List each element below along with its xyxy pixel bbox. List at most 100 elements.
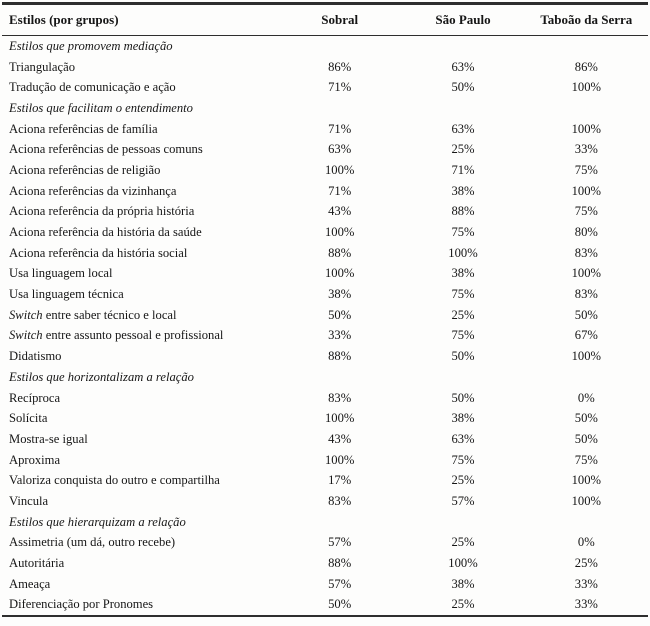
row-value: 80% <box>574 225 598 240</box>
row-value: 33% <box>574 576 598 591</box>
row-value: 38% <box>451 266 475 281</box>
row-value: 100% <box>324 225 355 240</box>
row-value: 86% <box>328 59 352 74</box>
table-row: Aciona referências de pessoas comuns 63% 2… <box>2 139 648 160</box>
row-label: Aciona referência da história social <box>9 245 188 260</box>
row-label: Didatismo <box>9 349 62 364</box>
row-value: 50% <box>451 349 475 364</box>
table-row: Usa linguagem técnica 38% 75% 83% <box>2 284 648 305</box>
row-value: 43% <box>328 204 352 219</box>
header-col-taboao-da-serra: Taboão da Serra <box>540 12 633 27</box>
row-value: 100% <box>324 162 355 177</box>
row-label: Usa linguagem técnica <box>9 287 124 302</box>
group-header-row: Estilos que facilitam o entendimento <box>2 98 648 119</box>
row-value: 83% <box>574 245 598 260</box>
table-row: Aciona referência da própria história 43%… <box>2 202 648 223</box>
row-label: Switch entre saber técnico e local <box>9 307 177 322</box>
row-value: 88% <box>451 204 475 219</box>
row-label: Aciona referências de religião <box>9 162 161 177</box>
table-row: Aciona referências de religião 100% 71% 75% <box>2 160 648 181</box>
row-value: 88% <box>328 245 352 260</box>
row-label: Autoritária <box>9 556 65 571</box>
row-value: 63% <box>451 121 475 136</box>
table-row: Triangulação 86% 63% 86% <box>2 57 648 78</box>
row-label: Solícita <box>9 411 48 426</box>
row-value: 88% <box>328 556 352 571</box>
row-label: Aciona referências de pessoas comuns <box>9 142 203 157</box>
row-value: 100% <box>448 245 478 260</box>
row-value: 75% <box>574 162 598 177</box>
table-row: Aciona referências de família 71% 63% 100% <box>2 119 648 140</box>
row-label: Vincula <box>9 493 49 508</box>
row-value: 25% <box>451 535 475 550</box>
row-value: 100% <box>571 493 602 508</box>
row-value: 83% <box>574 287 598 302</box>
row-value: 57% <box>451 493 475 508</box>
row-label: Aproxima <box>9 452 61 467</box>
row-value: 38% <box>451 576 475 591</box>
row-value: 17% <box>328 473 352 488</box>
row-value: 100% <box>571 80 602 95</box>
group-header-row: Estilos que promovem mediação <box>2 36 648 57</box>
row-value: 43% <box>328 431 352 446</box>
row-value: 50% <box>574 431 598 446</box>
group-header-row: Estilos que horizontalizam a relação <box>2 367 648 388</box>
row-label: Valoriza conquista do outro e compartilh… <box>9 473 220 488</box>
table-row: Aciona referência da história da saúde 10… <box>2 222 648 243</box>
table-row: Aciona referências da vizinhança 71% 38% 10… <box>2 181 648 202</box>
row-value: 0% <box>577 535 595 550</box>
table-row: Aproxima 100% 75% 75% <box>2 450 648 471</box>
table-row: Autoritária 88% 100% 25% <box>2 553 648 574</box>
row-value: 83% <box>328 493 352 508</box>
table-row: Diferenciação por Pronomes 50% 25% 33% <box>2 595 648 616</box>
row-label: Estilos que facilitam o entendimento <box>9 100 193 115</box>
row-label: Estilos que hierarquizam a relação <box>9 514 186 529</box>
row-value: 50% <box>328 307 352 322</box>
row-value: 67% <box>574 328 598 343</box>
row-value: 71% <box>328 183 352 198</box>
table-row: Usa linguagem local 100% 38% 100% <box>2 264 648 285</box>
row-value: 71% <box>451 162 475 177</box>
table-row: Assimetria (um dá, outro recebe) 57% 25% 0% <box>2 533 648 554</box>
row-value: 75% <box>451 328 475 343</box>
row-value: 57% <box>328 535 352 550</box>
row-label: Aciona referência da história da saúde <box>9 225 202 240</box>
styles-by-groups-table: Estilos (por grupos) Sobral São Paulo Ta… <box>2 2 648 618</box>
row-value: 88% <box>328 349 352 364</box>
table-row: Valoriza conquista do outro e compartilh… <box>2 470 648 491</box>
row-value: 100% <box>571 473 602 488</box>
row-value: 63% <box>451 431 475 446</box>
row-value: 38% <box>451 411 475 426</box>
row-value: 25% <box>451 473 475 488</box>
row-value: 25% <box>451 307 475 322</box>
table-row: Switch entre saber técnico e local 50% 25%… <box>2 305 648 326</box>
row-value: 50% <box>574 411 598 426</box>
table-row: Solícita 100% 38% 50% <box>2 408 648 429</box>
row-value: 71% <box>328 121 352 136</box>
row-value: 100% <box>324 452 355 467</box>
table-header-row: Estilos (por grupos) Sobral São Paulo Ta… <box>2 5 648 36</box>
row-value: 75% <box>574 452 598 467</box>
header-col-sao-paulo: São Paulo <box>435 12 491 27</box>
row-label: Mostra-se igual <box>9 431 88 446</box>
row-value: 25% <box>451 142 475 157</box>
row-label: Recíproca <box>9 390 61 405</box>
table-row: Mostra-se igual 43% 63% 50% <box>2 429 648 450</box>
row-value: 100% <box>571 349 602 364</box>
row-value: 25% <box>574 556 598 571</box>
row-value: 100% <box>448 556 478 571</box>
row-label: Assimetria (um dá, outro recebe) <box>9 535 176 550</box>
row-value: 71% <box>328 80 352 95</box>
row-label: Estilos que promovem mediação <box>9 38 173 53</box>
row-value: 75% <box>451 287 475 302</box>
row-value: 100% <box>571 266 602 281</box>
row-value: 63% <box>328 142 352 157</box>
row-value: 83% <box>328 390 352 405</box>
row-value: 38% <box>451 183 475 198</box>
row-label: Aciona referência da própria história <box>9 204 195 219</box>
table-row: Didatismo 88% 50% 100% <box>2 346 648 367</box>
row-label: Tradução de comunicação e ação <box>9 80 176 95</box>
row-label: Triangulação <box>9 59 75 74</box>
row-value: 50% <box>574 307 598 322</box>
row-value: 86% <box>574 59 598 74</box>
